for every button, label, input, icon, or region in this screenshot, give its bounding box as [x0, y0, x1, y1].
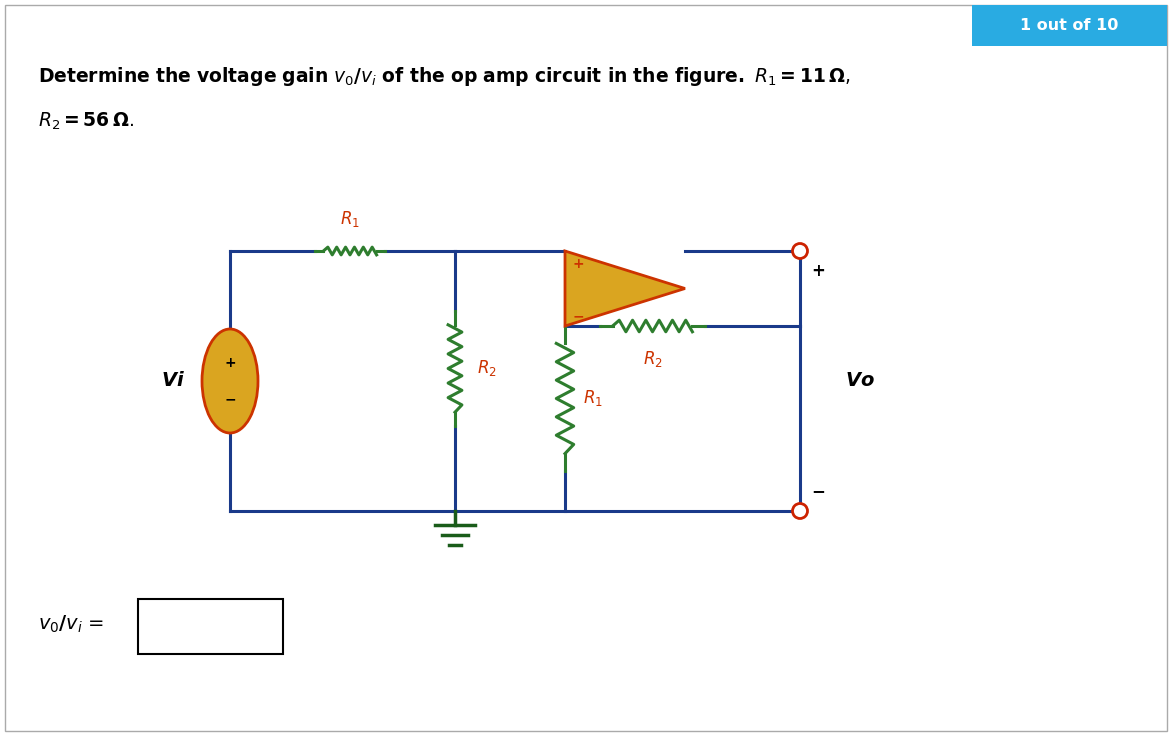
Text: $\boldsymbol{v_0/v_i}$ =: $\boldsymbol{v_0/v_i}$ =	[38, 613, 104, 634]
Text: $\boldsymbol{Vi}$: $\boldsymbol{Vi}$	[161, 372, 185, 391]
Circle shape	[792, 244, 808, 258]
Text: $\mathbf{Determine\ the\ voltage\ gain\ }$$\boldsymbol{v_0/v_i}$$\mathbf{\ of\ t: $\mathbf{Determine\ the\ voltage\ gain\ …	[38, 65, 851, 88]
Polygon shape	[565, 251, 684, 326]
Ellipse shape	[202, 329, 258, 433]
Text: −: −	[811, 482, 825, 500]
Text: −: −	[572, 309, 584, 323]
Text: +: +	[811, 262, 825, 280]
Text: +: +	[224, 356, 236, 370]
Text: $R_1$: $R_1$	[340, 209, 360, 229]
Text: $R_2$: $R_2$	[642, 349, 662, 369]
Bar	[138, 599, 282, 654]
Text: $R_2$: $R_2$	[477, 358, 497, 378]
Text: 1 out of 10: 1 out of 10	[1021, 18, 1119, 33]
Text: $\boldsymbol{R_2 = 56\,\Omega.}$: $\boldsymbol{R_2 = 56\,\Omega.}$	[38, 110, 134, 132]
Text: −: −	[224, 392, 236, 406]
Text: $\boldsymbol{Vo}$: $\boldsymbol{Vo}$	[845, 372, 874, 391]
Text: $R_1$: $R_1$	[582, 389, 602, 408]
Circle shape	[792, 503, 808, 518]
Text: +: +	[572, 257, 584, 271]
Bar	[972, 5, 1167, 46]
